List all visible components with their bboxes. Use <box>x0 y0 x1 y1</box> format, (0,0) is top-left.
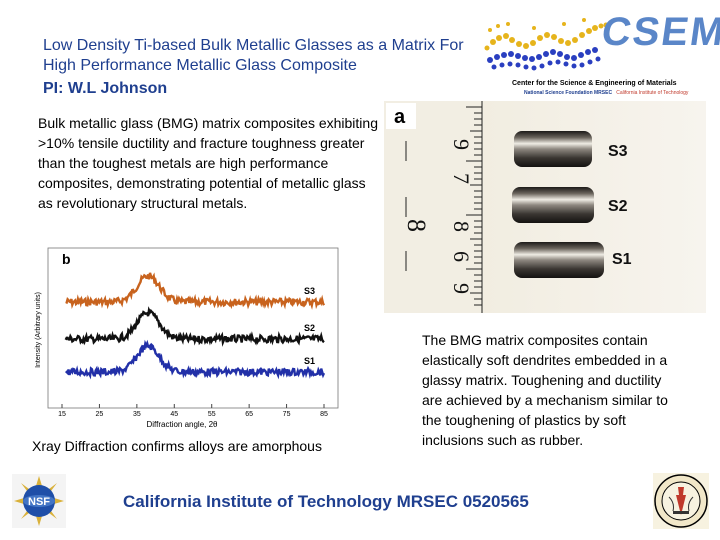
xrd-x-tick-label: 35 <box>133 411 141 418</box>
xrd-y-axis-label: Intensity (Arbitrary units) <box>35 292 42 368</box>
xrd-series-label: S3 <box>304 286 315 296</box>
csem-center-name: Center for the Science & Engineering of … <box>512 80 677 87</box>
ruler-digit: 9 <box>449 283 474 294</box>
ruler-digit: 8 <box>402 219 431 232</box>
photo-panel-label: a <box>394 106 406 128</box>
xrd-x-tick-label: 25 <box>96 411 104 418</box>
xrd-series-s2 <box>64 306 325 347</box>
xrd-series-label: S1 <box>304 356 315 366</box>
csem-logo: CSEM Center for the Science & Engineerin… <box>484 10 720 96</box>
sample-rod-s3 <box>514 131 592 167</box>
xrd-series-label: S2 <box>304 323 315 333</box>
sample-rod-s1 <box>514 242 604 278</box>
xrd-series-s3 <box>65 272 326 310</box>
xrd-chart: b Intensity (Arbitrary units) Diffractio… <box>32 244 344 430</box>
xrd-x-axis-label: Diffraction angle, 2θ <box>146 420 218 429</box>
xrd-x-tick-label: 75 <box>283 411 291 418</box>
caltech-text: California Institute of Technology <box>616 90 689 96</box>
xrd-series-s1 <box>65 339 326 380</box>
nsf-logo-text: NSF <box>28 496 50 508</box>
sample-label-s2: S2 <box>608 198 628 215</box>
slide-title: Low Density Ti-based Bulk Metallic Glass… <box>43 37 464 74</box>
xrd-x-tick-label: 15 <box>58 411 66 418</box>
xrd-x-tick-label: 85 <box>320 411 328 418</box>
csem-dots-graphic <box>484 18 609 71</box>
nsf-logo: NSF <box>12 474 66 528</box>
ruler-digit: 9 <box>449 139 474 150</box>
ruler-digit: 8 <box>449 221 474 232</box>
ruler-digit: 7 <box>449 173 474 184</box>
xrd-x-tick-label: 65 <box>245 411 253 418</box>
sample-label-s1: S1 <box>612 251 632 268</box>
xrd-x-tick-label: 45 <box>170 411 178 418</box>
principal-investigator: PI: W.L Johnson <box>43 80 168 97</box>
intro-paragraph: Bulk metallic glass (BMG) matrix composi… <box>38 115 378 211</box>
xrd-frame <box>47 247 339 409</box>
caltech-seal <box>653 473 709 529</box>
xrd-caption: Xray Diffraction confirms alloys are amo… <box>32 438 322 454</box>
csem-affiliation: National Science Foundation MRSEC Califo… <box>524 90 688 96</box>
composite-explanation: The BMG matrix composites contain elasti… <box>422 332 668 448</box>
sample-photo: 9 7 8 6 8 9 a S3 S2 S1 <box>384 101 706 313</box>
sample-label-s3: S3 <box>608 143 628 160</box>
sample-rod-s2 <box>512 187 594 223</box>
xrd-panel-label: b <box>62 251 71 267</box>
xrd-x-tick-label: 55 <box>208 411 216 418</box>
nsf-mrsec-text: National Science Foundation MRSEC <box>524 90 613 96</box>
csem-wordmark: CSEM <box>598 10 720 54</box>
sample-photo-graphic: 9 7 8 6 8 9 a S3 S2 S1 <box>384 101 706 313</box>
ruler-digit: 6 <box>449 251 474 262</box>
footer-institution: California Institute of Technology MRSEC… <box>123 492 529 511</box>
xrd-plot: b Intensity (Arbitrary units) Diffractio… <box>35 247 339 429</box>
